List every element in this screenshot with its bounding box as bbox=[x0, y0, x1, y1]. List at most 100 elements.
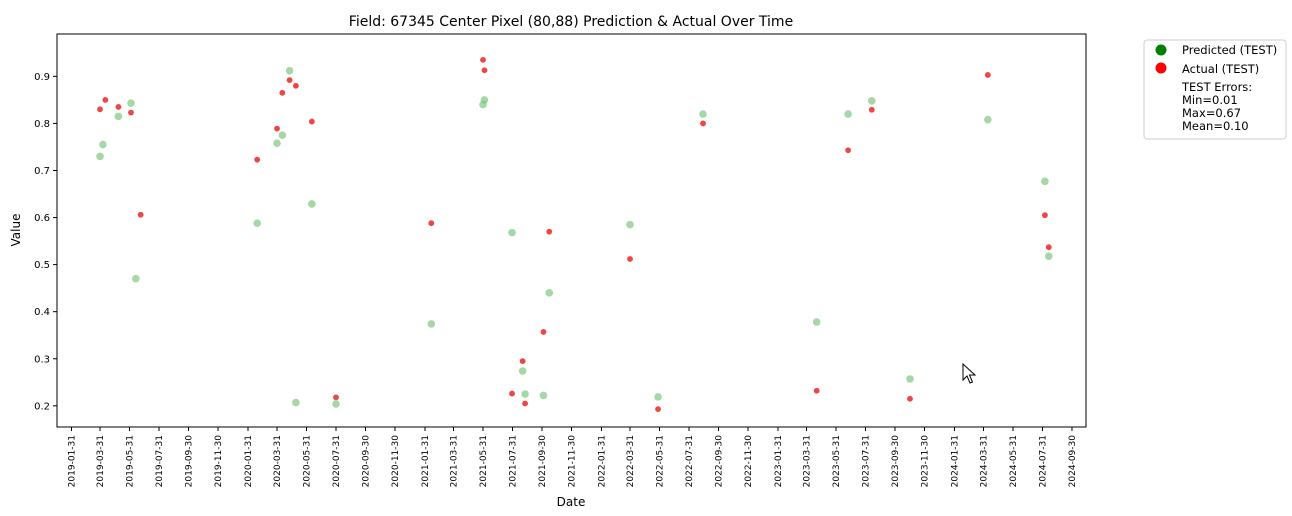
x-tick-label: 2021-01-31 bbox=[421, 435, 431, 487]
x-tick-label: 2022-11-30 bbox=[744, 435, 754, 488]
x-tick-label: 2021-07-31 bbox=[509, 435, 519, 487]
actual-point bbox=[546, 228, 553, 235]
y-tick-label: 0.9 bbox=[34, 72, 50, 83]
predicted-point bbox=[132, 274, 140, 283]
actual-point bbox=[700, 120, 706, 127]
x-tick-label: 2019-03-31 bbox=[96, 435, 106, 487]
predicted-point bbox=[253, 219, 261, 228]
predicted-point bbox=[273, 139, 281, 147]
actual-point bbox=[522, 400, 528, 407]
x-tick-label: 2021-09-30 bbox=[538, 435, 548, 488]
x-tick-label: 2021-05-31 bbox=[479, 435, 489, 487]
x-tick-label: 2024-07-31 bbox=[1038, 435, 1048, 487]
x-tick-label: 2021-03-31 bbox=[450, 435, 460, 487]
predicted-point bbox=[114, 112, 123, 121]
actual-point bbox=[813, 387, 820, 394]
actual-point bbox=[627, 256, 633, 262]
predicted-point bbox=[127, 99, 135, 107]
predicted-point bbox=[521, 390, 529, 398]
x-tick-label: 2022-03-31 bbox=[626, 435, 636, 487]
x-tick-label: 2019-01-31 bbox=[68, 435, 78, 487]
x-tick-label: 2024-01-31 bbox=[950, 435, 960, 487]
x-tick-label: 2020-07-31 bbox=[332, 435, 342, 487]
legend-stats-mean: Mean=0.10 bbox=[1182, 119, 1249, 133]
actual-point bbox=[428, 220, 435, 227]
predicted-point bbox=[626, 220, 634, 229]
actual-point bbox=[540, 329, 547, 335]
legend-label-actual: Actual (TEST) bbox=[1182, 62, 1259, 76]
x-tick-label: 2023-03-31 bbox=[803, 435, 813, 487]
x-tick-label: 2023-05-31 bbox=[832, 435, 842, 487]
predicted-point bbox=[96, 152, 104, 161]
predicted-point bbox=[545, 289, 554, 297]
y-tick-label: 0.3 bbox=[34, 354, 50, 365]
predicted-point bbox=[539, 391, 548, 400]
predicted-point bbox=[427, 320, 436, 328]
y-axis-label: Value bbox=[9, 214, 23, 247]
x-tick-label: 2024-05-31 bbox=[1009, 435, 1019, 487]
actual-point bbox=[1045, 244, 1052, 251]
predicted-point bbox=[867, 97, 876, 105]
x-tick-label: 2019-05-31 bbox=[126, 435, 136, 487]
x-tick-label: 2023-11-30 bbox=[920, 435, 930, 488]
actual-point bbox=[292, 82, 299, 89]
actual-point bbox=[984, 72, 991, 78]
y-tick-label: 0.7 bbox=[34, 166, 50, 177]
predicted-point bbox=[292, 398, 300, 407]
actual-point bbox=[1041, 212, 1048, 219]
predicted-point bbox=[654, 393, 662, 401]
predicted-point bbox=[518, 367, 527, 375]
y-tick-label: 0.4 bbox=[34, 307, 50, 318]
y-tick-label: 0.2 bbox=[34, 401, 50, 412]
series-predicted bbox=[96, 66, 1053, 408]
x-tick-label: 2022-07-31 bbox=[685, 435, 695, 487]
x-axis: 2019-01-31 2019-03-31 2019-05-31 2019-07-31… bbox=[68, 427, 1078, 487]
actual-point bbox=[286, 77, 293, 84]
x-tick-label: 2022-01-31 bbox=[597, 435, 607, 487]
x-tick-label: 2021-11-30 bbox=[568, 435, 578, 488]
actual-point bbox=[509, 390, 515, 397]
x-tick-label: 2020-03-31 bbox=[273, 435, 283, 487]
legend: Predicted (TEST) Actual (TEST) TEST Erro… bbox=[1143, 39, 1287, 140]
legend-box bbox=[1143, 39, 1287, 140]
actual-point bbox=[279, 89, 286, 96]
x-tick-label: 2020-11-30 bbox=[391, 435, 401, 488]
predicted-point bbox=[278, 131, 287, 139]
actual-point bbox=[308, 118, 315, 125]
y-tick-label: 0.5 bbox=[34, 260, 50, 271]
legend-marker-predicted bbox=[1155, 44, 1167, 56]
actual-point bbox=[137, 211, 144, 218]
predicted-point bbox=[508, 228, 516, 237]
x-tick-label: 2019-07-31 bbox=[155, 435, 165, 487]
predicted-point bbox=[285, 66, 294, 75]
actual-point bbox=[868, 106, 875, 113]
x-tick-label: 2022-05-31 bbox=[656, 435, 666, 487]
predicted-point bbox=[308, 200, 316, 208]
actual-point bbox=[333, 394, 339, 401]
predicted-point bbox=[332, 400, 340, 408]
predicted-point bbox=[844, 110, 852, 118]
predicted-point bbox=[480, 96, 489, 104]
actual-point bbox=[128, 109, 134, 116]
x-tick-label: 2023-01-31 bbox=[774, 435, 784, 487]
actual-point bbox=[481, 67, 488, 74]
series-actual bbox=[97, 56, 1052, 413]
predicted-point bbox=[1044, 252, 1053, 260]
predicted-point bbox=[812, 318, 821, 326]
predicted-point bbox=[1041, 177, 1049, 186]
x-tick-label: 2019-11-30 bbox=[214, 435, 224, 488]
actual-point bbox=[115, 104, 122, 110]
actual-point bbox=[907, 395, 913, 402]
x-tick-label: 2020-09-30 bbox=[362, 435, 372, 488]
chart-title: Field: 67345 Center Pixel (80,88) Predic… bbox=[349, 14, 793, 30]
predicted-point bbox=[99, 140, 107, 149]
actual-point bbox=[655, 406, 661, 413]
predicted-point bbox=[699, 110, 707, 118]
x-tick-label: 2024-03-31 bbox=[979, 435, 989, 487]
legend-stats-max: Max=0.67 bbox=[1182, 106, 1241, 120]
x-tick-label: 2019-09-30 bbox=[185, 435, 195, 488]
data-points bbox=[96, 56, 1053, 413]
y-axis: 0.2 0.3 0.4 0.5 0.6 0.7 0.8 0.9 bbox=[34, 72, 57, 412]
actual-point bbox=[519, 358, 526, 365]
